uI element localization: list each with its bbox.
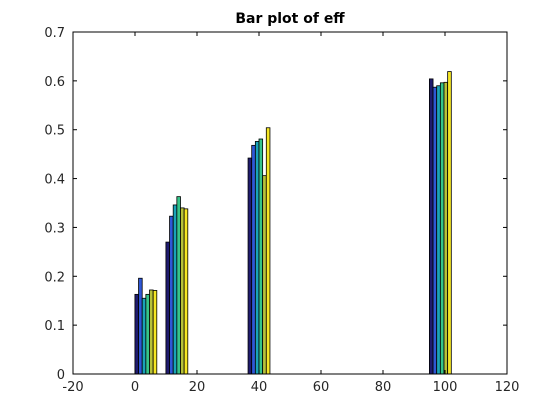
x-tick-label: 100 [433, 380, 458, 395]
bar-g4-s5 [443, 81, 449, 375]
x-tick-label: 0 [131, 380, 139, 395]
bar-g1-s1 [134, 293, 139, 375]
y-tick-label: 0 [57, 368, 65, 383]
y-tick-label: 0.1 [44, 319, 65, 334]
bar-g1-s2 [138, 277, 143, 375]
bar-g3-s5 [262, 175, 267, 375]
bar-g1-s6 [152, 290, 158, 375]
bar-g2-s5 [180, 207, 185, 375]
bar-g3-s6 [265, 127, 271, 375]
bar-g4-s6 [447, 71, 452, 375]
x-tick-label: 40 [251, 380, 268, 395]
bar-g2-s2 [169, 215, 174, 375]
x-tick-label: 20 [189, 380, 206, 395]
y-tick-label: 0.7 [44, 26, 65, 41]
bar-g2-s6 [183, 208, 189, 375]
bar-g3-s3 [254, 141, 260, 375]
bars-layer [134, 71, 452, 375]
x-tick-label: 120 [495, 380, 520, 395]
y-tick-label: 0.4 [44, 173, 65, 188]
x-tick-label: 80 [375, 380, 392, 395]
y-tick-label: 0.5 [44, 124, 65, 139]
x-tick-label: -20 [62, 380, 83, 395]
bar-g2-s3 [172, 204, 178, 375]
bar-g4-s4 [439, 82, 445, 375]
x-tick-label: 60 [313, 380, 330, 395]
bar-g1-s5 [149, 289, 154, 375]
bar-g3-s4 [258, 138, 264, 375]
bar-g1-s4 [145, 293, 150, 375]
bar-g1-s3 [141, 297, 147, 375]
bar-g2-s1 [165, 241, 170, 375]
bar-g4-s1 [428, 78, 434, 375]
bar-g3-s2 [251, 144, 256, 375]
y-tick-label: 0.2 [44, 270, 65, 285]
axes-box [72, 31, 508, 375]
chart-title: Bar plot of eff [235, 11, 345, 27]
bar-g4-s3 [436, 85, 441, 375]
y-tick-label: 0.3 [44, 221, 65, 236]
bar-g4-s2 [432, 86, 438, 375]
bar-g3-s1 [247, 157, 253, 375]
bar-g2-s4 [176, 196, 181, 375]
y-tick-label: 0.6 [44, 75, 65, 90]
